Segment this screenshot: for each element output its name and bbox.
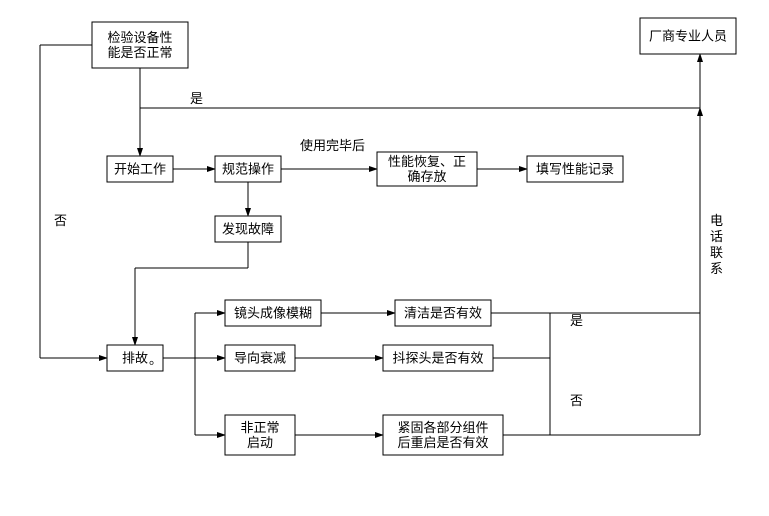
node-tighten-line1: 后重启是否有效: [397, 435, 488, 450]
label-afterUse: 使用完毕后: [300, 138, 365, 153]
label-phone-0: 电: [710, 213, 723, 228]
node-check: 检验设备性能是否正常: [92, 22, 188, 68]
node-shake: 抖探头是否有效: [383, 345, 493, 371]
label-yes2: 是: [570, 313, 583, 328]
node-store-line1: 确存放: [407, 169, 446, 184]
label-yes1: 是: [190, 91, 203, 106]
node-troubleshoot: 排故。: [107, 345, 163, 371]
node-fault-line0: 发现故障: [222, 222, 274, 237]
node-shake-line0: 抖探头是否有效: [392, 351, 483, 366]
node-abnormal: 非正常启动: [225, 415, 295, 455]
label-phone-2: 联: [710, 245, 723, 260]
node-store: 性能恢复、正确存放: [377, 152, 477, 186]
node-guide-line0: 导向衰减: [234, 351, 286, 366]
node-guide: 导向衰减: [225, 345, 295, 371]
node-lens: 镜头成像模糊: [225, 300, 321, 326]
node-record: 填写性能记录: [527, 156, 623, 182]
node-record-line0: 填写性能记录: [536, 162, 614, 177]
node-start: 开始工作: [107, 156, 173, 182]
node-clean-line0: 清洁是否有效: [404, 306, 482, 321]
node-lens-line0: 镜头成像模糊: [234, 306, 312, 321]
node-fault: 发现故障: [215, 216, 281, 242]
node-check-line0: 检验设备性: [107, 30, 172, 45]
label-no1: 否: [54, 213, 67, 228]
node-abnormal-line0: 非正常: [240, 420, 279, 435]
node-clean: 清洁是否有效: [395, 300, 491, 326]
node-check-line1: 能是否正常: [107, 45, 172, 60]
node-store-line0: 性能恢复、正: [388, 154, 466, 169]
label-no2: 否: [570, 393, 583, 408]
node-troubleshoot-line0: 排故: [122, 351, 148, 366]
node-abnormal-line1: 启动: [247, 435, 273, 450]
node-vendor: 厂商专业人员: [640, 18, 736, 54]
node-op-line0: 规范操作: [222, 162, 274, 177]
node-tighten-line0: 紧固各部分组件: [397, 420, 488, 435]
node-vendor-line0: 厂商专业人员: [649, 29, 727, 44]
node-troubleshoot-footnote: 。: [149, 352, 162, 367]
node-start-line0: 开始工作: [114, 162, 166, 177]
node-tighten: 紧固各部分组件后重启是否有效: [383, 415, 503, 455]
nodes: 检验设备性能是否正常开始工作 规范操作 性能恢复、正确存放 填写性能记录发现故障排故。…: [92, 18, 736, 455]
label-phone-1: 话: [710, 229, 723, 244]
label-phone-3: 系: [710, 261, 723, 276]
node-op: 规范操作: [215, 156, 281, 182]
edges: [40, 45, 700, 435]
